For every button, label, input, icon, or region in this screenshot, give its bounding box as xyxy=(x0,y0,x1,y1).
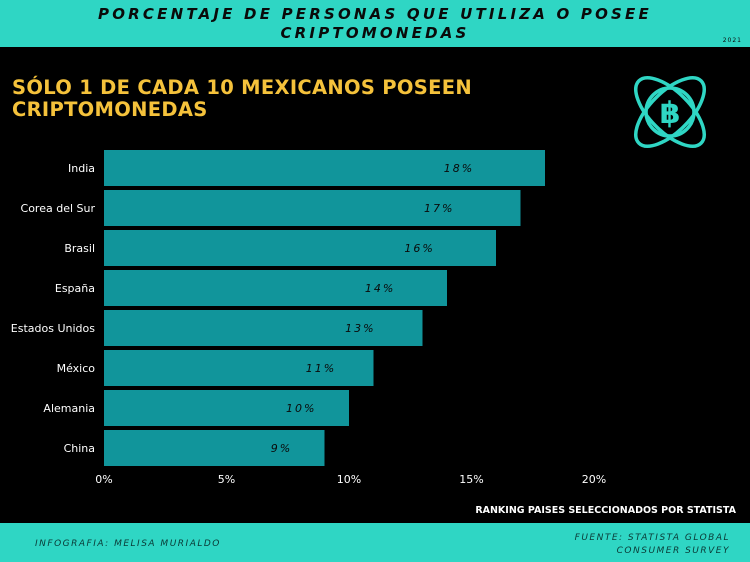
source-line-2: CONSUMER SURVEY xyxy=(616,546,730,556)
bitcoin-logo-icon: ฿ xyxy=(634,76,706,148)
value-label: 16% xyxy=(404,242,434,255)
category-label: Estados Unidos xyxy=(11,322,95,335)
value-label: 11% xyxy=(306,362,336,375)
bar-méxico xyxy=(104,350,374,386)
source-line-1: FUENTE: STATISTA GLOBAL xyxy=(574,533,730,543)
x-tick-label: 10% xyxy=(337,473,361,486)
title-band xyxy=(0,0,750,47)
x-tick-label: 20% xyxy=(582,473,606,486)
year-label: 2021 xyxy=(722,37,742,44)
headline: SÓLO 1 DE CADA 10 MEXICANOS POSEEN CRIPT… xyxy=(12,76,472,121)
category-label: Corea del Sur xyxy=(21,202,96,215)
x-tick-label: 15% xyxy=(459,473,483,486)
value-label: 17% xyxy=(424,202,454,215)
value-label: 14% xyxy=(365,282,395,295)
footer-band xyxy=(0,523,750,562)
bar-alemania xyxy=(104,390,349,426)
category-label: México xyxy=(57,362,96,375)
svg-text:฿: ฿ xyxy=(660,96,681,131)
bar-estados-unidos xyxy=(104,310,423,346)
bar-china xyxy=(104,430,325,466)
ranking-note: RANKING PAISES SELECCIONADOS POR STATIST… xyxy=(475,505,736,516)
category-label: China xyxy=(64,442,95,455)
author-credit: INFOGRAFIA: MELISA MURIALDO xyxy=(35,539,221,549)
value-label: 18% xyxy=(444,162,474,175)
x-tick-label: 5% xyxy=(218,473,235,486)
bar-india xyxy=(104,150,545,186)
category-label: Brasil xyxy=(64,242,95,255)
category-label: Alemania xyxy=(43,402,95,415)
page-title: PORCENTAJE DE PERSONAS QUE UTILIZA O POS… xyxy=(98,5,652,42)
x-tick-label: 0% xyxy=(95,473,112,486)
value-label: 10% xyxy=(286,402,316,415)
category-label: India xyxy=(68,162,95,175)
bar-corea-del-sur xyxy=(104,190,521,226)
source-note: FUENTE: STATISTA GLOBAL CONSUMER SURVEY xyxy=(510,532,730,558)
bar-brasil xyxy=(104,230,496,266)
value-label: 9% xyxy=(271,442,292,455)
bar-españa xyxy=(104,270,447,306)
value-label: 13% xyxy=(345,322,375,335)
category-label: España xyxy=(55,282,95,295)
